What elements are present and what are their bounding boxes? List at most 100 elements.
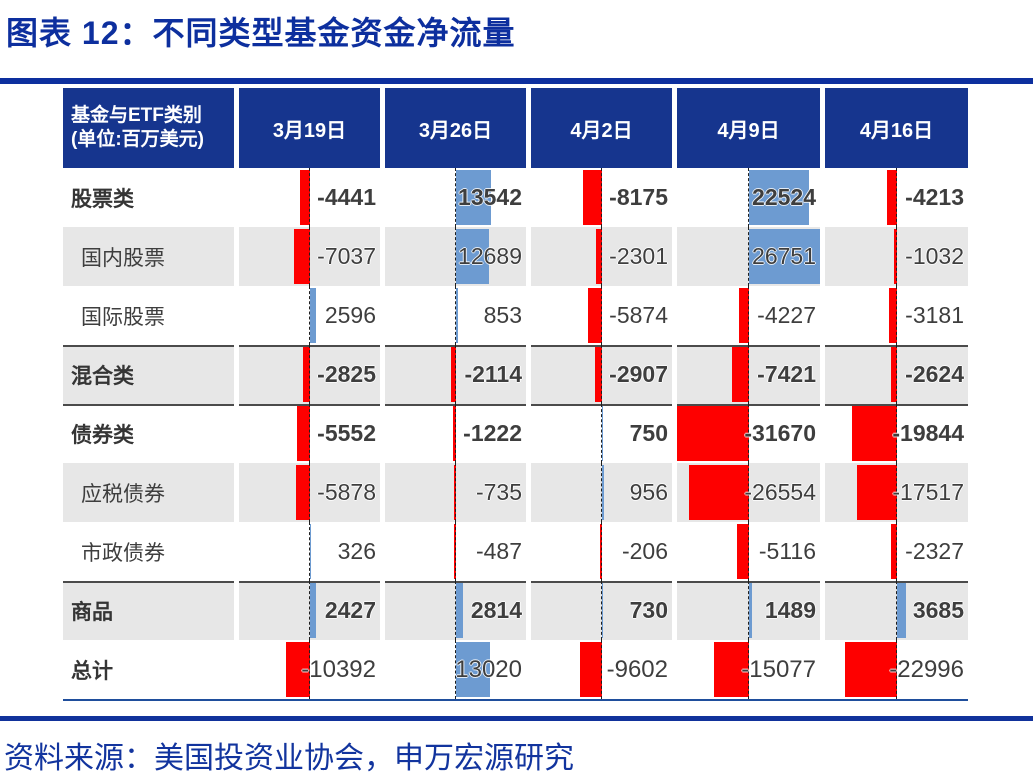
negative-bar bbox=[303, 347, 310, 402]
data-cell: -5874 bbox=[531, 286, 672, 345]
data-cell: -1032 bbox=[825, 227, 968, 286]
zero-axis-line bbox=[308, 581, 310, 640]
negative-bar bbox=[296, 465, 310, 520]
positive-bar bbox=[748, 229, 820, 284]
cell-value: -5552 bbox=[317, 420, 376, 446]
row-label: 总计 bbox=[63, 640, 234, 699]
cell-value: 12689 bbox=[458, 243, 522, 269]
zero-axis-line bbox=[747, 522, 749, 581]
cell-value: 1489 bbox=[764, 597, 816, 623]
cell-value: -4227 bbox=[757, 302, 816, 328]
zero-axis-line bbox=[747, 581, 749, 640]
zero-axis-line bbox=[454, 286, 456, 345]
row-label: 市政债券 bbox=[63, 522, 234, 581]
zero-axis-line bbox=[747, 345, 749, 404]
row-label: 股票类 bbox=[63, 168, 234, 227]
negative-bar bbox=[890, 347, 897, 402]
cell-value: -2624 bbox=[905, 361, 964, 387]
cell-value: 2814 bbox=[470, 597, 522, 623]
data-cell: -5552 bbox=[239, 404, 380, 463]
title-underline-rule bbox=[0, 78, 1033, 84]
negative-bar bbox=[856, 465, 897, 520]
data-cell: -487 bbox=[385, 522, 526, 581]
data-cell: -22996 bbox=[825, 640, 968, 699]
cell-value: -2825 bbox=[317, 361, 376, 387]
data-cell: -4441 bbox=[239, 168, 380, 227]
zero-axis-line bbox=[600, 463, 602, 522]
zero-axis-line bbox=[308, 168, 310, 227]
negative-bar bbox=[887, 170, 897, 225]
data-cell: -1222 bbox=[385, 404, 526, 463]
negative-bar bbox=[731, 347, 749, 402]
zero-axis-line bbox=[454, 345, 456, 404]
table-row: 股票类 -4441 13542 -8175 22524 -4213 bbox=[63, 168, 968, 227]
zero-axis-line bbox=[600, 168, 602, 227]
zero-axis-line bbox=[600, 345, 602, 404]
cell-value: -7037 bbox=[317, 243, 376, 269]
cell-value: 26751 bbox=[752, 243, 816, 269]
cell-value: 3685 bbox=[912, 597, 964, 623]
positive-bar bbox=[455, 229, 489, 284]
zero-axis-line bbox=[454, 227, 456, 286]
data-cell: -4213 bbox=[825, 168, 968, 227]
data-cell: 730 bbox=[531, 581, 672, 640]
column-header: 3月26日 bbox=[385, 88, 526, 168]
data-cell: -26554 bbox=[677, 463, 820, 522]
data-cell: 3685 bbox=[825, 581, 968, 640]
data-cell: -15077 bbox=[677, 640, 820, 699]
zero-axis-line bbox=[308, 227, 310, 286]
zero-axis-line bbox=[454, 463, 456, 522]
cell-value: -5878 bbox=[317, 479, 376, 505]
negative-bar bbox=[738, 288, 749, 343]
cell-value: 2596 bbox=[324, 302, 376, 328]
positive-bar bbox=[455, 642, 490, 697]
data-cell: -2825 bbox=[239, 345, 380, 404]
negative-bar bbox=[583, 170, 602, 225]
data-cell: 22524 bbox=[677, 168, 820, 227]
table-header-row: 基金与ETF类别 (单位:百万美元) 3月19日 3月26日 4月2日 4月9日 4月1… bbox=[63, 88, 968, 168]
zero-axis-line bbox=[747, 286, 749, 345]
zero-axis-line bbox=[308, 286, 310, 345]
cell-value: -15077 bbox=[741, 655, 816, 683]
zero-axis-line bbox=[895, 345, 897, 404]
header-label-line1: 基金与ETF类别 bbox=[71, 105, 202, 127]
positive-bar bbox=[455, 583, 463, 638]
cell-value: -8175 bbox=[609, 184, 668, 210]
data-cell: -206 bbox=[531, 522, 672, 581]
negative-bar bbox=[452, 406, 456, 461]
data-cell: -2114 bbox=[385, 345, 526, 404]
cell-value: -3181 bbox=[905, 302, 964, 328]
table-row: 应税债券 -5878 -735 956 -26554 -17517 bbox=[63, 463, 968, 522]
zero-axis-line bbox=[747, 168, 749, 227]
zero-axis-line bbox=[600, 581, 602, 640]
cell-value: -19844 bbox=[892, 420, 964, 446]
data-cell: 26751 bbox=[677, 227, 820, 286]
figure-title: 图表 12：不同类型基金资金净流量 bbox=[6, 15, 516, 51]
data-cell: 13020 bbox=[385, 640, 526, 699]
zero-axis-line bbox=[308, 345, 310, 404]
table-row: 混合类 -2825 -2114 -2907 -7421 -2624 bbox=[63, 345, 968, 404]
zero-axis-line bbox=[747, 463, 749, 522]
cell-value: -2114 bbox=[464, 361, 522, 387]
data-cell: -5116 bbox=[677, 522, 820, 581]
zero-axis-line bbox=[454, 168, 456, 227]
cell-value: 2427 bbox=[324, 597, 376, 623]
column-header: 4月9日 bbox=[677, 88, 820, 168]
cell-value: -7421 bbox=[757, 361, 816, 387]
cell-value: 730 bbox=[629, 597, 668, 623]
negative-bar bbox=[299, 170, 310, 225]
zero-axis-line bbox=[308, 463, 310, 522]
cell-value: -22996 bbox=[889, 655, 964, 683]
negative-bar bbox=[580, 642, 602, 697]
data-cell: -17517 bbox=[825, 463, 968, 522]
zero-axis-line bbox=[895, 581, 897, 640]
header-label-line2: (单位:百万美元) bbox=[71, 129, 204, 150]
negative-bar bbox=[677, 406, 749, 461]
cell-value: 13020 bbox=[455, 655, 522, 683]
data-cell: 853 bbox=[385, 286, 526, 345]
zero-axis-line bbox=[895, 168, 897, 227]
cell-value: -31670 bbox=[744, 420, 816, 446]
table-row: 总计 -10392 13020 -9602 -15077 -22996 bbox=[63, 640, 968, 699]
cell-value: 956 bbox=[629, 479, 668, 505]
cell-value: -2907 bbox=[609, 361, 668, 387]
